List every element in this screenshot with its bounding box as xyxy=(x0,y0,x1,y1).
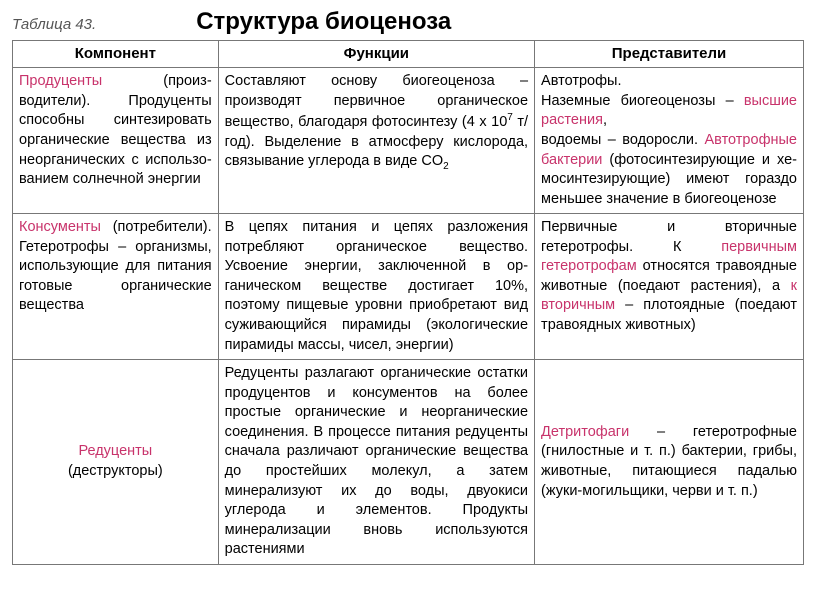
cell-functions: В цепях питания и цепях разложения потре… xyxy=(218,214,534,360)
table-header-row: Компонент Функции Представители xyxy=(13,41,804,68)
producers-desc: (произ­водители). Продуцен­ты способны с… xyxy=(19,73,212,187)
cell-component: Консументы (потреби­тели). Гетеротрофы –… xyxy=(13,214,219,360)
consumers-term: Консументы xyxy=(19,219,101,235)
rep-text-a: Автотрофы. Наземные биогеоценозы – xyxy=(541,73,744,109)
cell-representatives: Детритофаги – гетеротроф­ные (гнилостные… xyxy=(535,360,804,565)
col-header-component: Компонент xyxy=(13,41,219,68)
detritophages-term: Детритофаги xyxy=(541,424,629,440)
cell-representatives: Первичные и вторичные гетеротрофы. К пер… xyxy=(535,214,804,360)
table-row: Редуценты (деструкторы) Редуценты разлаг… xyxy=(13,360,804,565)
producers-term: Продуценты xyxy=(19,73,102,89)
main-title: Структура биоценоза xyxy=(196,8,451,36)
cell-component: Продуценты (произ­водители). Продуцен­ты… xyxy=(13,68,219,214)
col-header-functions: Функции xyxy=(218,41,534,68)
table-row: Консументы (потреби­тели). Гетеротрофы –… xyxy=(13,214,804,360)
table-number-label: Таблица 43. xyxy=(12,16,96,33)
col-header-representatives: Представители xyxy=(535,41,804,68)
reducers-term: Редуценты xyxy=(78,443,152,459)
subscript: 2 xyxy=(443,161,449,172)
reducers-desc: (деструкторы) xyxy=(68,463,163,479)
func-text-a: Составляют основу биогеоценоза – произво… xyxy=(225,73,528,130)
biocenosis-table: Компонент Функции Представители Продуцен… xyxy=(12,40,804,565)
header-row: Таблица 43. Структура биоценоза xyxy=(12,8,804,36)
cell-functions: Составляют основу биогеоценоза – произво… xyxy=(218,68,534,214)
table-row: Продуценты (произ­водители). Продуцен­ты… xyxy=(13,68,804,214)
cell-component: Редуценты (деструкторы) xyxy=(13,360,219,565)
cell-representatives: Автотрофы. Наземные биогеоценозы – высши… xyxy=(535,68,804,214)
cell-functions: Редуценты разлагают органические остатки… xyxy=(218,360,534,565)
